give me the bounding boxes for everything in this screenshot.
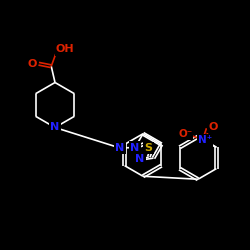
Text: N: N xyxy=(50,122,60,132)
Text: N: N xyxy=(135,154,144,164)
Text: O: O xyxy=(208,122,218,132)
Text: S: S xyxy=(144,143,152,153)
Text: OH: OH xyxy=(56,44,74,54)
Text: N: N xyxy=(116,143,124,153)
Text: N⁺: N⁺ xyxy=(198,136,212,145)
Text: N: N xyxy=(130,142,140,152)
Text: O⁻: O⁻ xyxy=(178,129,192,139)
Text: O: O xyxy=(27,59,36,69)
